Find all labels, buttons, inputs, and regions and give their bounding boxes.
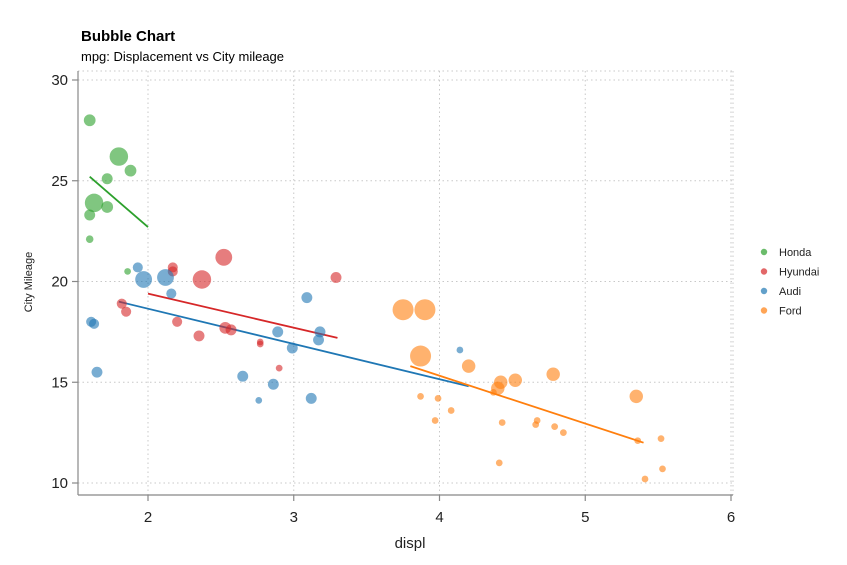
bubble-honda [109,147,129,166]
bubble-ford [533,417,541,424]
legend-label-hyundai: Hyundai [779,267,819,279]
bubble-honda [101,201,114,213]
bubble-audi [314,326,326,338]
bubble-honda [84,193,104,213]
bubble-ford [447,407,455,414]
bubble-audi [272,326,284,338]
y-tick-label: 25 [51,173,68,190]
bubble-audi [267,378,279,390]
bubble-ford [410,345,432,367]
x-tick-label: 4 [435,509,443,526]
bubble-audi [166,288,177,299]
x-tick-label: 2 [144,509,152,526]
bubble-ford [414,299,436,321]
bubble-ford [431,417,439,424]
bubble-hyundai [192,270,212,289]
bubble-ford [493,375,508,389]
x-axis-label: displ [395,535,426,552]
legend-label-audi: Audi [779,286,801,298]
bubble-audi [89,318,100,329]
x-tick-label: 5 [581,509,589,526]
legend: Honda Hyundai Audi Ford [760,247,819,318]
bubble-ford [659,465,666,473]
bubble-audi [305,392,317,404]
legend-marker-honda [760,248,768,256]
bubble-hyundai [121,306,132,317]
legend-marker-audi [760,287,768,295]
bubble-honda [83,114,96,127]
x-tick-label: 3 [290,509,298,526]
bubble-ford [461,359,476,373]
bubble-hyundai [225,324,237,336]
fit-line-honda [89,176,149,228]
bubble-audi [313,334,324,346]
bubble-ford [498,419,506,426]
grid-lines [78,70,734,495]
bubble-ford [490,388,497,396]
bubble-hyundai [256,340,264,348]
bubble-hyundai [330,272,342,283]
bubble-ford [546,367,560,381]
bubble-audi [132,262,143,273]
bubble-ford [508,373,523,387]
bubble-ford [634,437,642,445]
bubble-hyundai [193,330,205,342]
bubble-ford [551,423,559,430]
chart-title: Bubble Chart [81,28,175,45]
bubble-ford [434,395,442,402]
axes: 2 3 4 5 6 10 15 20 25 30 [51,71,735,526]
bubble-ford [417,392,424,400]
bubble-hyundai [215,248,233,266]
bubble-audi [301,292,313,304]
y-axis-label: City Mileage [23,252,35,313]
bubble-hyundai [275,364,283,372]
bubble-ford [560,429,567,436]
legend-marker-hyundai [760,268,768,275]
bubble-audi [286,342,298,354]
bubble-honda [124,268,131,275]
bubble-honda [101,173,113,185]
bubble-ford [495,459,503,467]
legend-label-ford: Ford [779,306,802,318]
bubble-audi [91,366,103,378]
fit-line-hyundai [147,292,338,339]
y-tick-label: 20 [51,274,68,291]
chart-subtitle: mpg: Displacement vs City mileage [81,49,284,64]
legend-label-honda: Honda [779,247,812,259]
fit-line-ford [410,365,644,444]
y-tick-label: 15 [51,374,68,391]
bubble-ford [629,389,643,404]
bubble-audi [135,271,153,288]
bubble-honda [85,235,94,243]
bubble-audi [456,346,464,354]
bubble-ford [392,299,414,321]
bubble-audi [157,269,174,286]
bubble-honda [124,164,137,177]
legend-marker-ford [760,307,768,314]
bubble-audi [255,397,263,404]
bubble-audi [237,370,249,382]
data-points [83,114,666,483]
x-tick-label: 6 [727,509,735,526]
bubble-ford [641,475,649,483]
bubble-ford [657,435,665,443]
y-tick-label: 30 [51,72,68,89]
trend-lines [89,176,644,444]
bubble-hyundai [172,316,183,327]
bubble-hyundai [116,298,127,309]
y-tick-label: 10 [51,475,68,492]
bubble-honda [84,209,96,221]
